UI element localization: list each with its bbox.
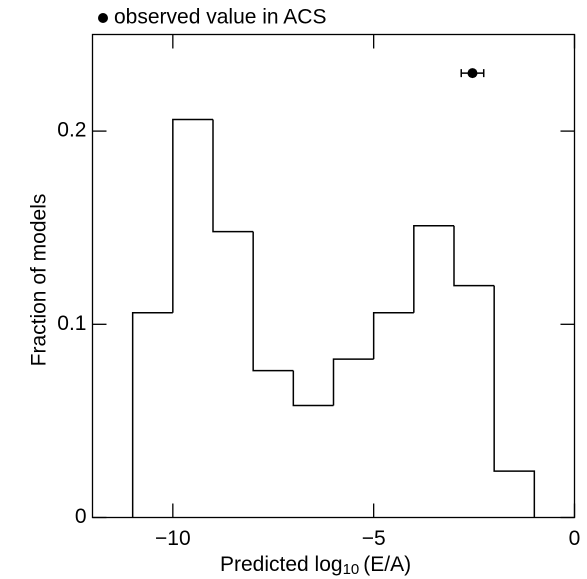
- y-tick-label: 0.2: [57, 119, 86, 142]
- histogram-bin: [493, 285, 536, 518]
- histogram-bin: [131, 311, 173, 518]
- y-axis-label: Fraction of models: [28, 194, 51, 367]
- histogram-bin: [413, 225, 454, 313]
- histogram-bin: [212, 119, 254, 233]
- x-axis-label: Predicted log10 (E/A): [220, 553, 411, 578]
- histogram-bin: [252, 231, 294, 372]
- legend-label: observed value in ACS: [114, 6, 326, 29]
- histogram-bin: [332, 358, 374, 406]
- histogram-bin: [453, 225, 495, 287]
- histogram-bin: [172, 118, 213, 313]
- x-tick-label: −10: [155, 527, 191, 550]
- y-tick-label: 0: [75, 505, 87, 528]
- histogram-bin: [292, 370, 334, 407]
- x-tick-label: 0: [569, 527, 581, 550]
- histogram-bin: [372, 311, 414, 360]
- plot-frame: [91, 33, 576, 519]
- legend-marker: [98, 13, 108, 23]
- x-axis-label-main: Predicted log: [220, 553, 343, 576]
- x-axis-label-tail: (E/A): [363, 553, 411, 576]
- x-axis-label-sub: 10: [343, 561, 360, 578]
- y-tick-label: 0.1: [57, 312, 86, 335]
- observed-point: [467, 68, 478, 79]
- x-tick-label: −5: [362, 527, 386, 550]
